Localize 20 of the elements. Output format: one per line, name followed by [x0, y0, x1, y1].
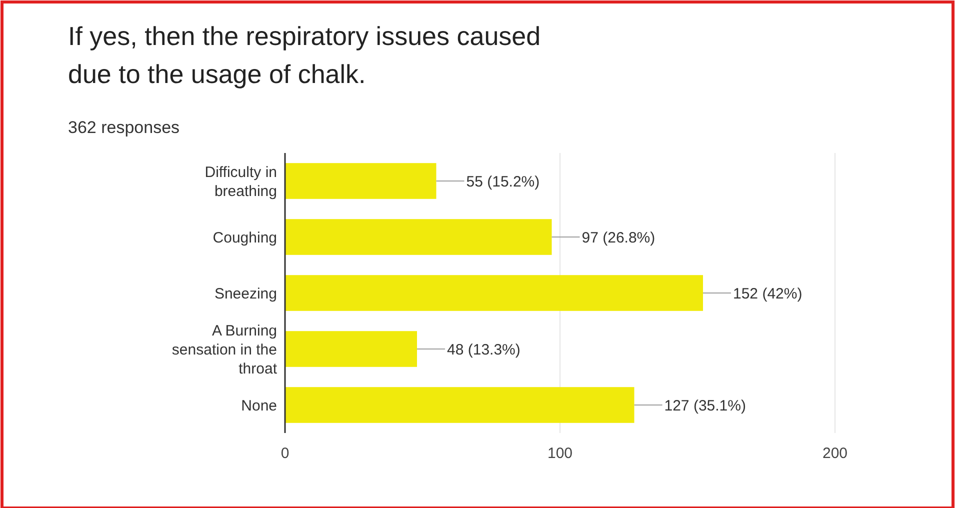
y-tick-label: Difficulty in breathing [204, 164, 277, 200]
bar [285, 163, 436, 199]
data-label: 55 (15.2%) [466, 173, 540, 190]
bar [285, 331, 417, 367]
y-tick-label: Coughing [212, 229, 277, 246]
data-label: 152 (42%) [733, 285, 802, 302]
y-tick-label: Sneezing [214, 285, 277, 302]
x-tick-label: 200 [822, 445, 848, 462]
data-label: 48 (13.3%) [447, 341, 520, 358]
data-label: 127 (35.1%) [664, 397, 746, 414]
y-tick-label: A Burning sensation in the throat [172, 322, 278, 378]
bar [285, 219, 552, 255]
bar [285, 387, 634, 423]
data-label: 97 (26.8%) [582, 229, 656, 246]
text: 362 responses [68, 118, 180, 137]
bar [285, 275, 703, 311]
x-tick-label: 100 [547, 445, 573, 462]
chart-title: If yes, then the respiratory issues caused due to the usage of chalk. [68, 21, 541, 89]
y-tick-label: None [241, 397, 277, 414]
x-tick-label: 0 [280, 445, 290, 462]
